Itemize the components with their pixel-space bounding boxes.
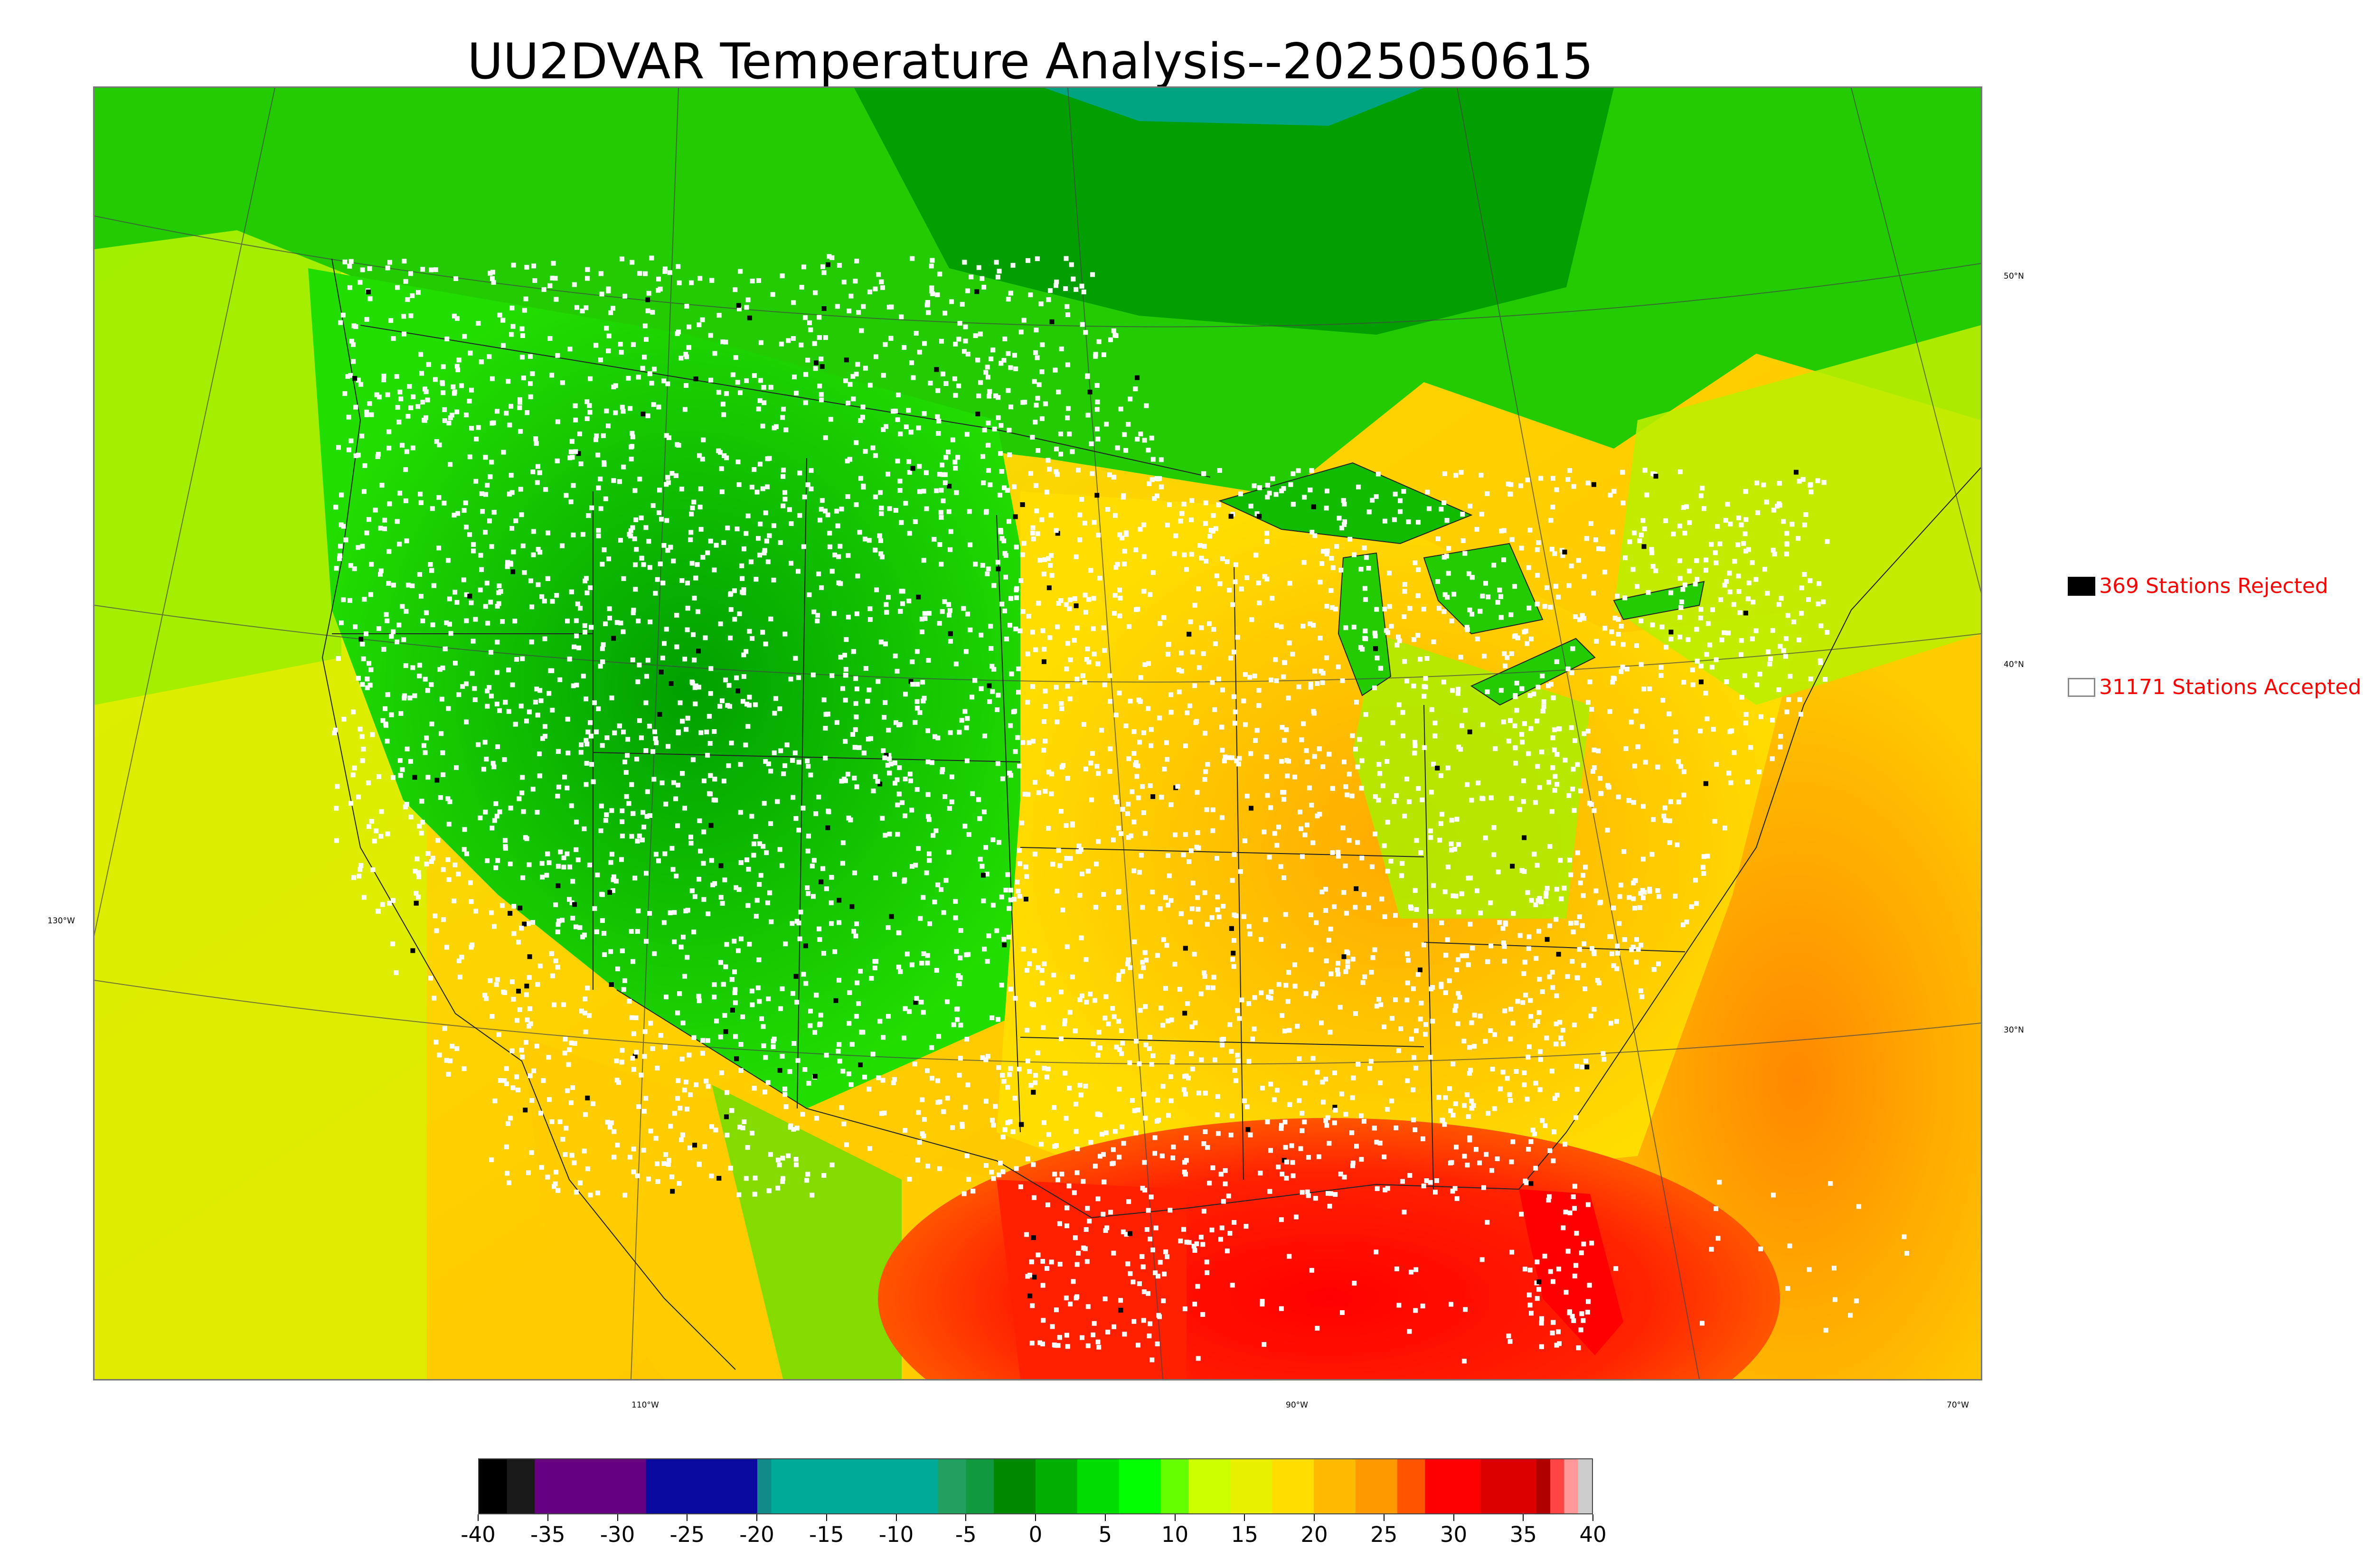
colorbar-segment xyxy=(1230,1459,1272,1513)
colorbar-tick xyxy=(1104,1514,1106,1521)
colorbar-tick xyxy=(895,1514,897,1521)
colorbar-tick xyxy=(547,1514,548,1521)
lon-label-70w: 70°W xyxy=(1947,1400,1969,1410)
colorbar-tick-label: -35 xyxy=(530,1522,565,1547)
colorbar-tick xyxy=(478,1514,479,1521)
colorbar-segment xyxy=(1077,1459,1120,1513)
colorbar-segment xyxy=(1355,1459,1398,1513)
colorbar-segment xyxy=(535,1459,647,1513)
colorbar-tick xyxy=(1314,1514,1315,1521)
colorbar-tick-label: 0 xyxy=(1028,1522,1043,1547)
colorbar-tick xyxy=(1244,1514,1245,1521)
colorbar-tick xyxy=(1174,1514,1176,1521)
colorbar-tick-label: -40 xyxy=(461,1522,496,1547)
colorbar-tick xyxy=(1453,1514,1454,1521)
colorbar-segment xyxy=(938,1459,966,1513)
lat-label-50n: 50°N xyxy=(2004,272,2024,281)
colorbar-tick xyxy=(756,1514,757,1521)
northeast xyxy=(1614,325,1981,705)
ohio-valley xyxy=(1353,634,1590,919)
colorbar-tick-label: -5 xyxy=(955,1522,977,1547)
colorbar-segment xyxy=(1119,1459,1161,1513)
rejected-label: 369 Stations Rejected xyxy=(2099,574,2328,598)
western-us xyxy=(308,268,1068,1108)
colorbar-tick xyxy=(617,1514,618,1521)
colorbar-segment xyxy=(1272,1459,1314,1513)
colorbar-segment xyxy=(757,1459,772,1513)
colorbar-segment xyxy=(966,1459,994,1513)
colorbar-segment xyxy=(1425,1459,1481,1513)
colorbar-segment xyxy=(1564,1459,1579,1513)
colorbar-segment xyxy=(479,1459,508,1513)
colorbar-tick-label: -20 xyxy=(739,1522,774,1547)
colorbar-tick-label: 5 xyxy=(1098,1522,1112,1547)
colorbar-segment xyxy=(507,1459,535,1513)
rejected-swatch xyxy=(2068,577,2095,596)
colorbar-tick xyxy=(826,1514,827,1521)
graticule xyxy=(94,88,1981,1379)
colorbar-tick-label: 30 xyxy=(1440,1522,1468,1547)
colorbar-tick-label: -30 xyxy=(600,1522,635,1547)
colorbar-tick-label: 10 xyxy=(1161,1522,1189,1547)
colorbar-tick-label: 40 xyxy=(1579,1522,1607,1547)
map-title: UU2DVAR Temperature Analysis--2025050615 xyxy=(467,33,1593,90)
colorbar-segment xyxy=(1578,1459,1592,1513)
accepted-swatch xyxy=(2068,678,2095,697)
colorbar-tick xyxy=(1383,1514,1385,1521)
colorbar-tick-label: 25 xyxy=(1370,1522,1398,1547)
colorbar-ticks: -40 -35 -30 -25 -20 -15 -10 -5 0 5 10 15 20 25 30 35 40 xyxy=(461,1514,1607,1552)
colorbar-segment xyxy=(1314,1459,1356,1513)
temperature-colorbar xyxy=(478,1458,1593,1514)
accepted-label: 31171 Stations Accepted xyxy=(2099,675,2362,699)
colorbar-segment xyxy=(1550,1459,1564,1513)
colorbar-tick-label: -15 xyxy=(809,1522,844,1547)
colorbar-tick xyxy=(1592,1514,1593,1521)
colorbar-segment xyxy=(1397,1459,1425,1513)
colorbar-segment xyxy=(994,1459,1036,1513)
colorbar-segment xyxy=(1036,1459,1078,1513)
colorbar-tick xyxy=(965,1514,967,1521)
colorbar-tick-label: -10 xyxy=(878,1522,914,1547)
lon-label-130w: 130°W xyxy=(47,916,75,926)
colorbar-segment xyxy=(1480,1459,1537,1513)
colorbar-tick-label: 15 xyxy=(1231,1522,1258,1547)
sierra-madre xyxy=(712,1085,902,1379)
hudson-region xyxy=(854,88,1614,335)
lat-label-40n: 40°N xyxy=(2004,660,2024,669)
colorbar-tick xyxy=(1035,1514,1036,1521)
colorbar-tick-label: -25 xyxy=(669,1522,705,1547)
colorbar-segment xyxy=(1188,1459,1231,1513)
colorbar-tick xyxy=(687,1514,688,1521)
colorbar-tick-label: 20 xyxy=(1300,1522,1328,1547)
cold-spot xyxy=(1044,88,1424,126)
colorbar-segment xyxy=(646,1459,758,1513)
lat-label-30n: 30°N xyxy=(2004,1025,2024,1035)
colorbar-tick-label: 35 xyxy=(1509,1522,1537,1547)
temperature-map[interactable] xyxy=(93,86,1982,1380)
station-markers xyxy=(332,254,1909,1364)
colorbar-segment xyxy=(771,1459,939,1513)
florida xyxy=(1519,1189,1623,1355)
colorbar-tick xyxy=(1523,1514,1524,1521)
lon-label-110w: 110°W xyxy=(631,1400,659,1410)
colorbar-segment xyxy=(1536,1459,1551,1513)
lon-label-90w: 90°W xyxy=(1286,1400,1308,1410)
colorbar-segment xyxy=(1160,1459,1189,1513)
south-texas xyxy=(997,1180,1187,1379)
lake-huron xyxy=(1423,543,1544,635)
